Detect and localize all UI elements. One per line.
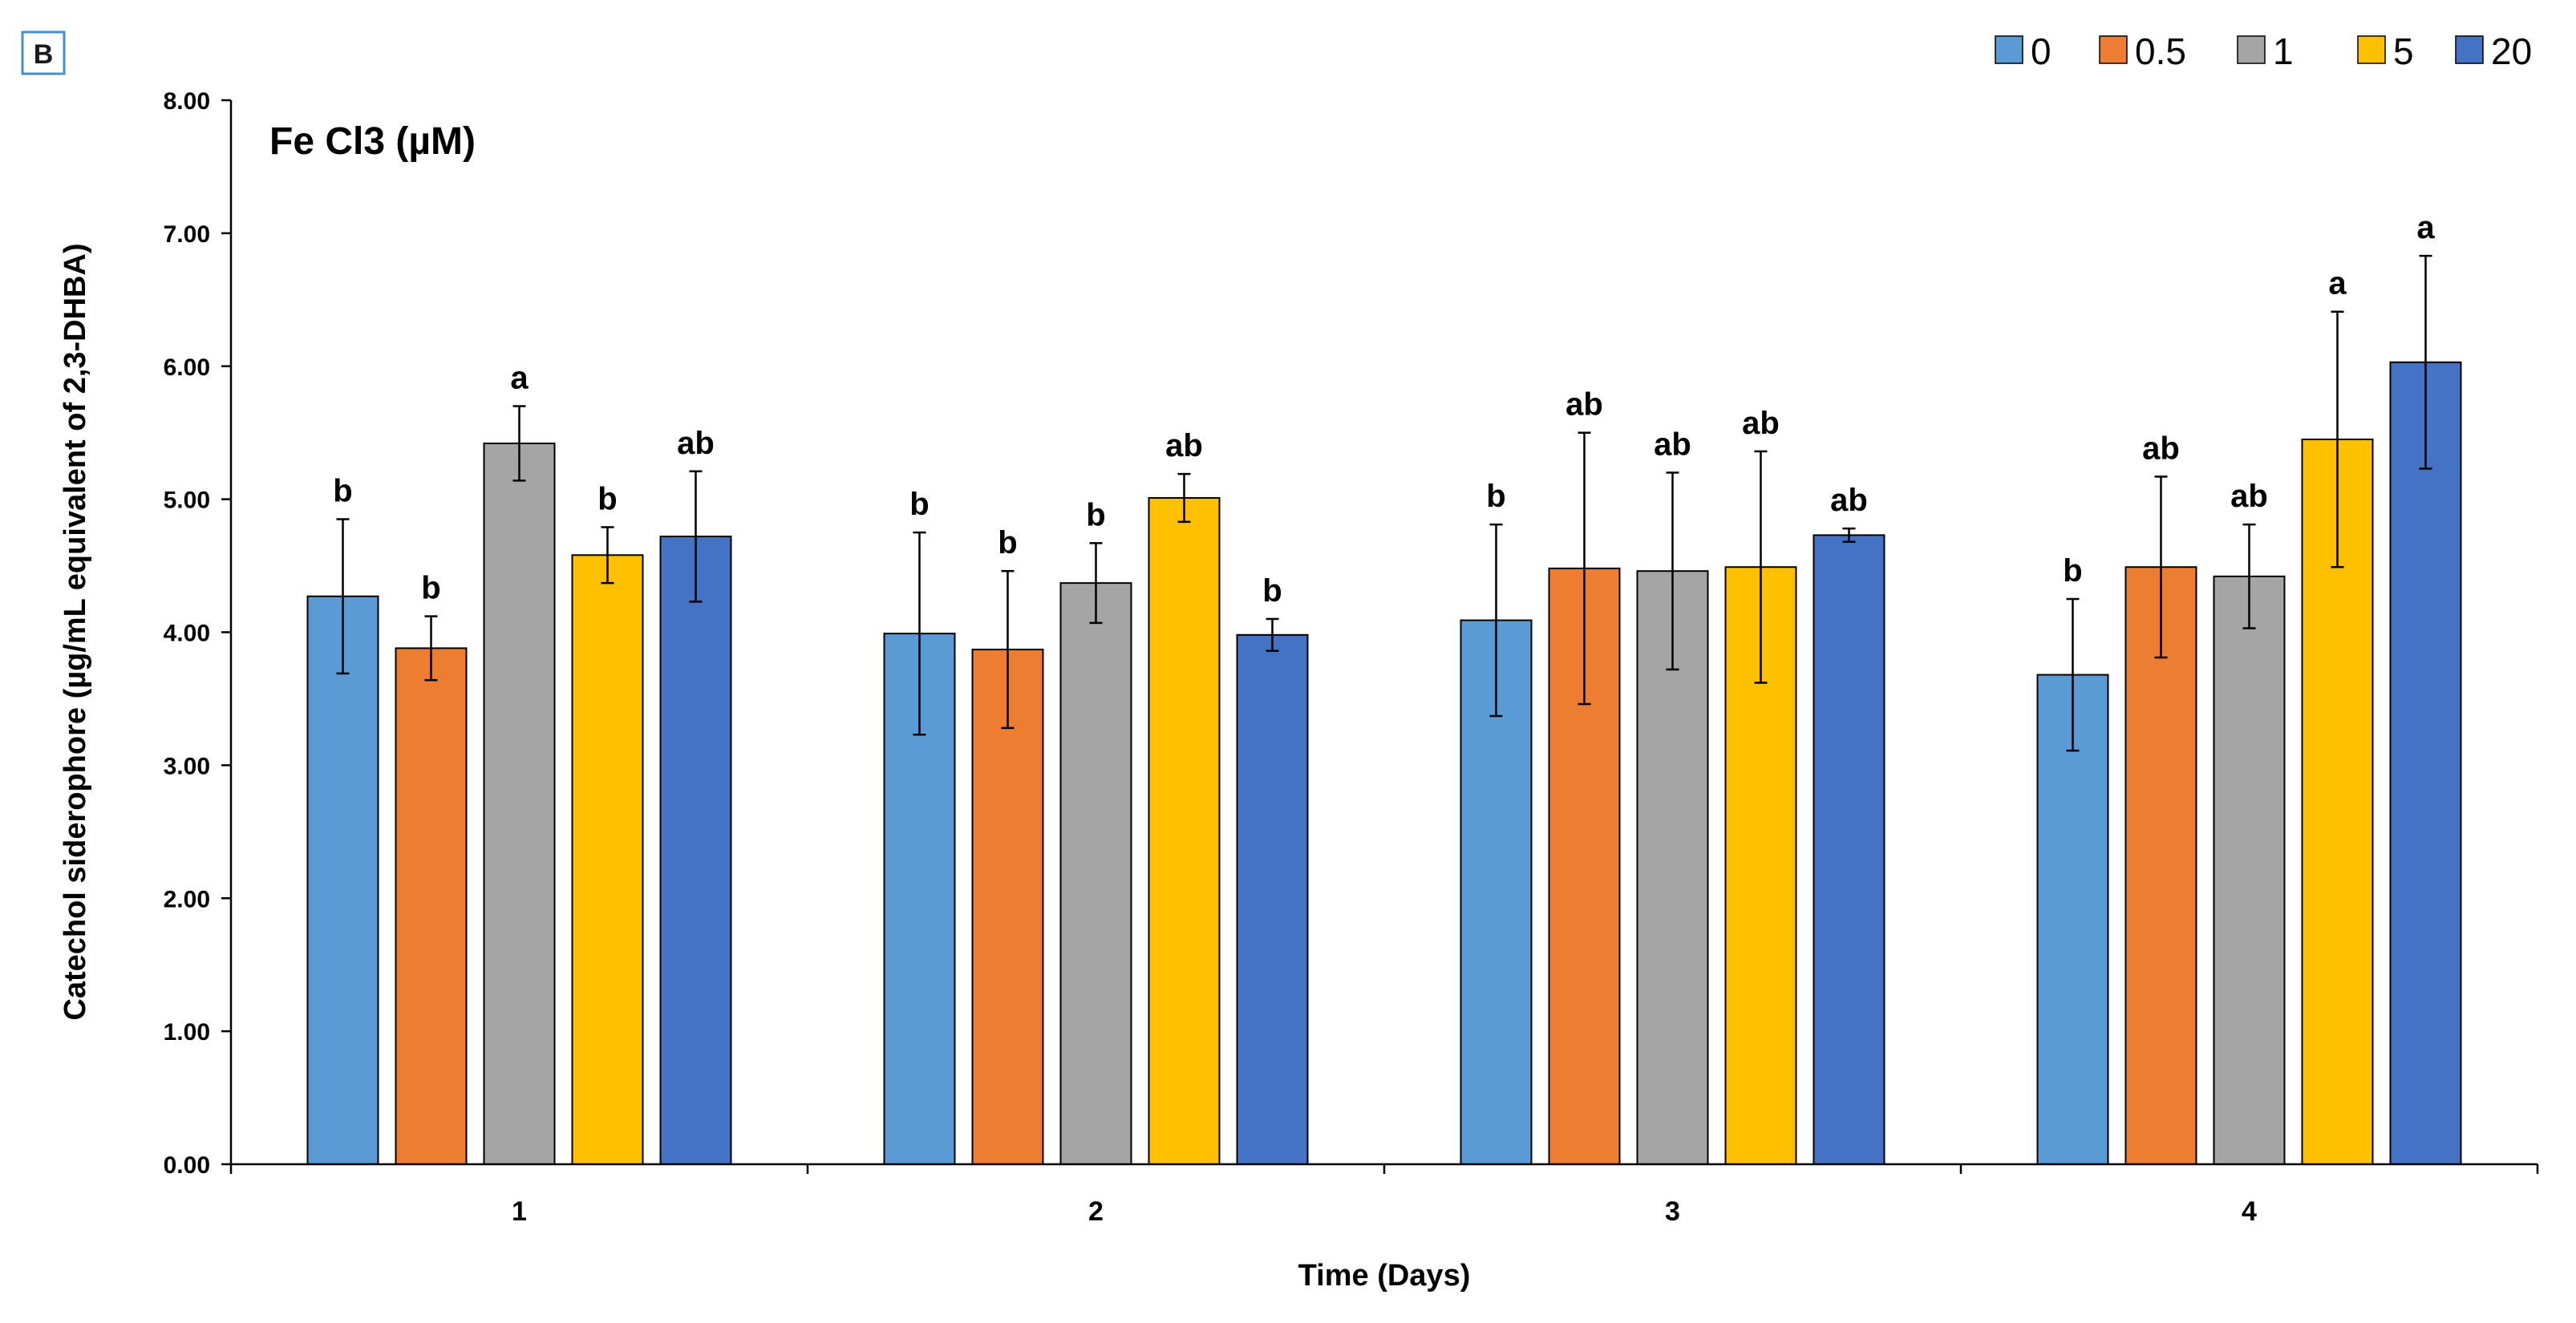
significance-letter: a [2416, 210, 2435, 245]
bar-day1-conc-0 [306, 595, 379, 1165]
legend-swatch-0.5 [2099, 35, 2128, 64]
legend-label: 0 [2031, 30, 2051, 72]
bar-day2-conc-20 [1236, 633, 1309, 1165]
bar-day2-conc-5 [1148, 496, 1221, 1165]
significance-letter: b [597, 481, 617, 516]
panel-label-text: B [34, 39, 54, 70]
bar-day2-conc-1 [1059, 582, 1132, 1165]
legend-label: 0.5 [2135, 30, 2186, 72]
bar-day1-conc-1 [483, 442, 556, 1165]
x-tick-label: 1 [512, 1196, 527, 1227]
legend-swatch-20 [2455, 35, 2484, 64]
significance-letter: b [998, 525, 1017, 560]
legend-swatch-5 [2357, 35, 2386, 64]
significance-letter: b [1486, 479, 1505, 514]
bar-day1-conc-20 [659, 536, 732, 1165]
y-tick-label: 4.00 [164, 621, 210, 647]
significance-letter: b [421, 571, 440, 606]
significance-letter: ab [1654, 427, 1691, 462]
significance-letter: ab [677, 426, 715, 461]
significance-letter: ab [1742, 406, 1780, 441]
significance-letter: b [2063, 553, 2082, 589]
significance-letter: b [333, 474, 352, 509]
bar-series [306, 361, 2462, 1165]
bar-day1-conc-5 [571, 554, 644, 1165]
x-tick-label: 2 [1088, 1196, 1104, 1227]
legend-label: 20 [2491, 30, 2532, 72]
legend-label: 1 [2273, 30, 2294, 72]
legend: 0 0.5 1 5 20 [1995, 30, 2532, 72]
y-tick-label: 2.00 [164, 886, 210, 912]
legend-swatch-0 [1995, 35, 2023, 64]
x-axis-title: Time (Days) [1298, 1259, 1471, 1293]
chart-title: Fe Cl3 (µM) [269, 120, 476, 163]
significance-letter: b [1086, 497, 1105, 532]
legend-swatch-1 [2237, 35, 2266, 64]
bar-day4-conc-1 [2213, 575, 2286, 1165]
significance-letter: b [909, 487, 929, 522]
legend-label: 5 [2393, 30, 2414, 72]
significance-letter: b [1262, 573, 1282, 609]
y-tick-label: 0.00 [164, 1152, 210, 1179]
bar-day2-conc-0.5 [971, 649, 1044, 1165]
y-tick-label: 3.00 [164, 753, 210, 779]
bar-day4-conc-20 [2389, 361, 2462, 1165]
significance-letter: a [510, 361, 529, 396]
y-axis-title: Catechol siderophore (µg/mL equivalent o… [59, 243, 92, 1020]
panel-label: B [21, 30, 66, 75]
significance-letter: ab [2230, 479, 2268, 514]
bar-day4-conc-0.5 [2124, 566, 2197, 1165]
significance-letter: ab [1165, 428, 1203, 463]
bar-day1-conc-0.5 [395, 647, 468, 1165]
error-bars [336, 254, 2432, 752]
y-tick-label: 1.00 [164, 1019, 210, 1046]
significance-letter: a [2328, 266, 2347, 301]
x-axis: 1 2 3 4 [229, 1164, 2539, 1227]
y-tick-label: 7.00 [164, 221, 210, 248]
bar-day4-conc-0 [2036, 674, 2109, 1165]
x-tick-label: 4 [2242, 1196, 2257, 1227]
y-axis: 0.00 1.00 2.00 3.00 4.00 5.00 6.00 7.00 8.00 [164, 88, 231, 1179]
bar-day3-conc-20 [1813, 534, 1885, 1165]
x-tick-label: 3 [1665, 1196, 1680, 1227]
y-tick-label: 5.00 [164, 488, 210, 514]
significance-letter: ab [1830, 483, 1868, 518]
significance-letter: ab [2142, 431, 2180, 466]
y-tick-label: 6.00 [164, 354, 210, 381]
significance-letter: ab [1565, 387, 1603, 423]
y-tick-label: 8.00 [164, 88, 210, 115]
